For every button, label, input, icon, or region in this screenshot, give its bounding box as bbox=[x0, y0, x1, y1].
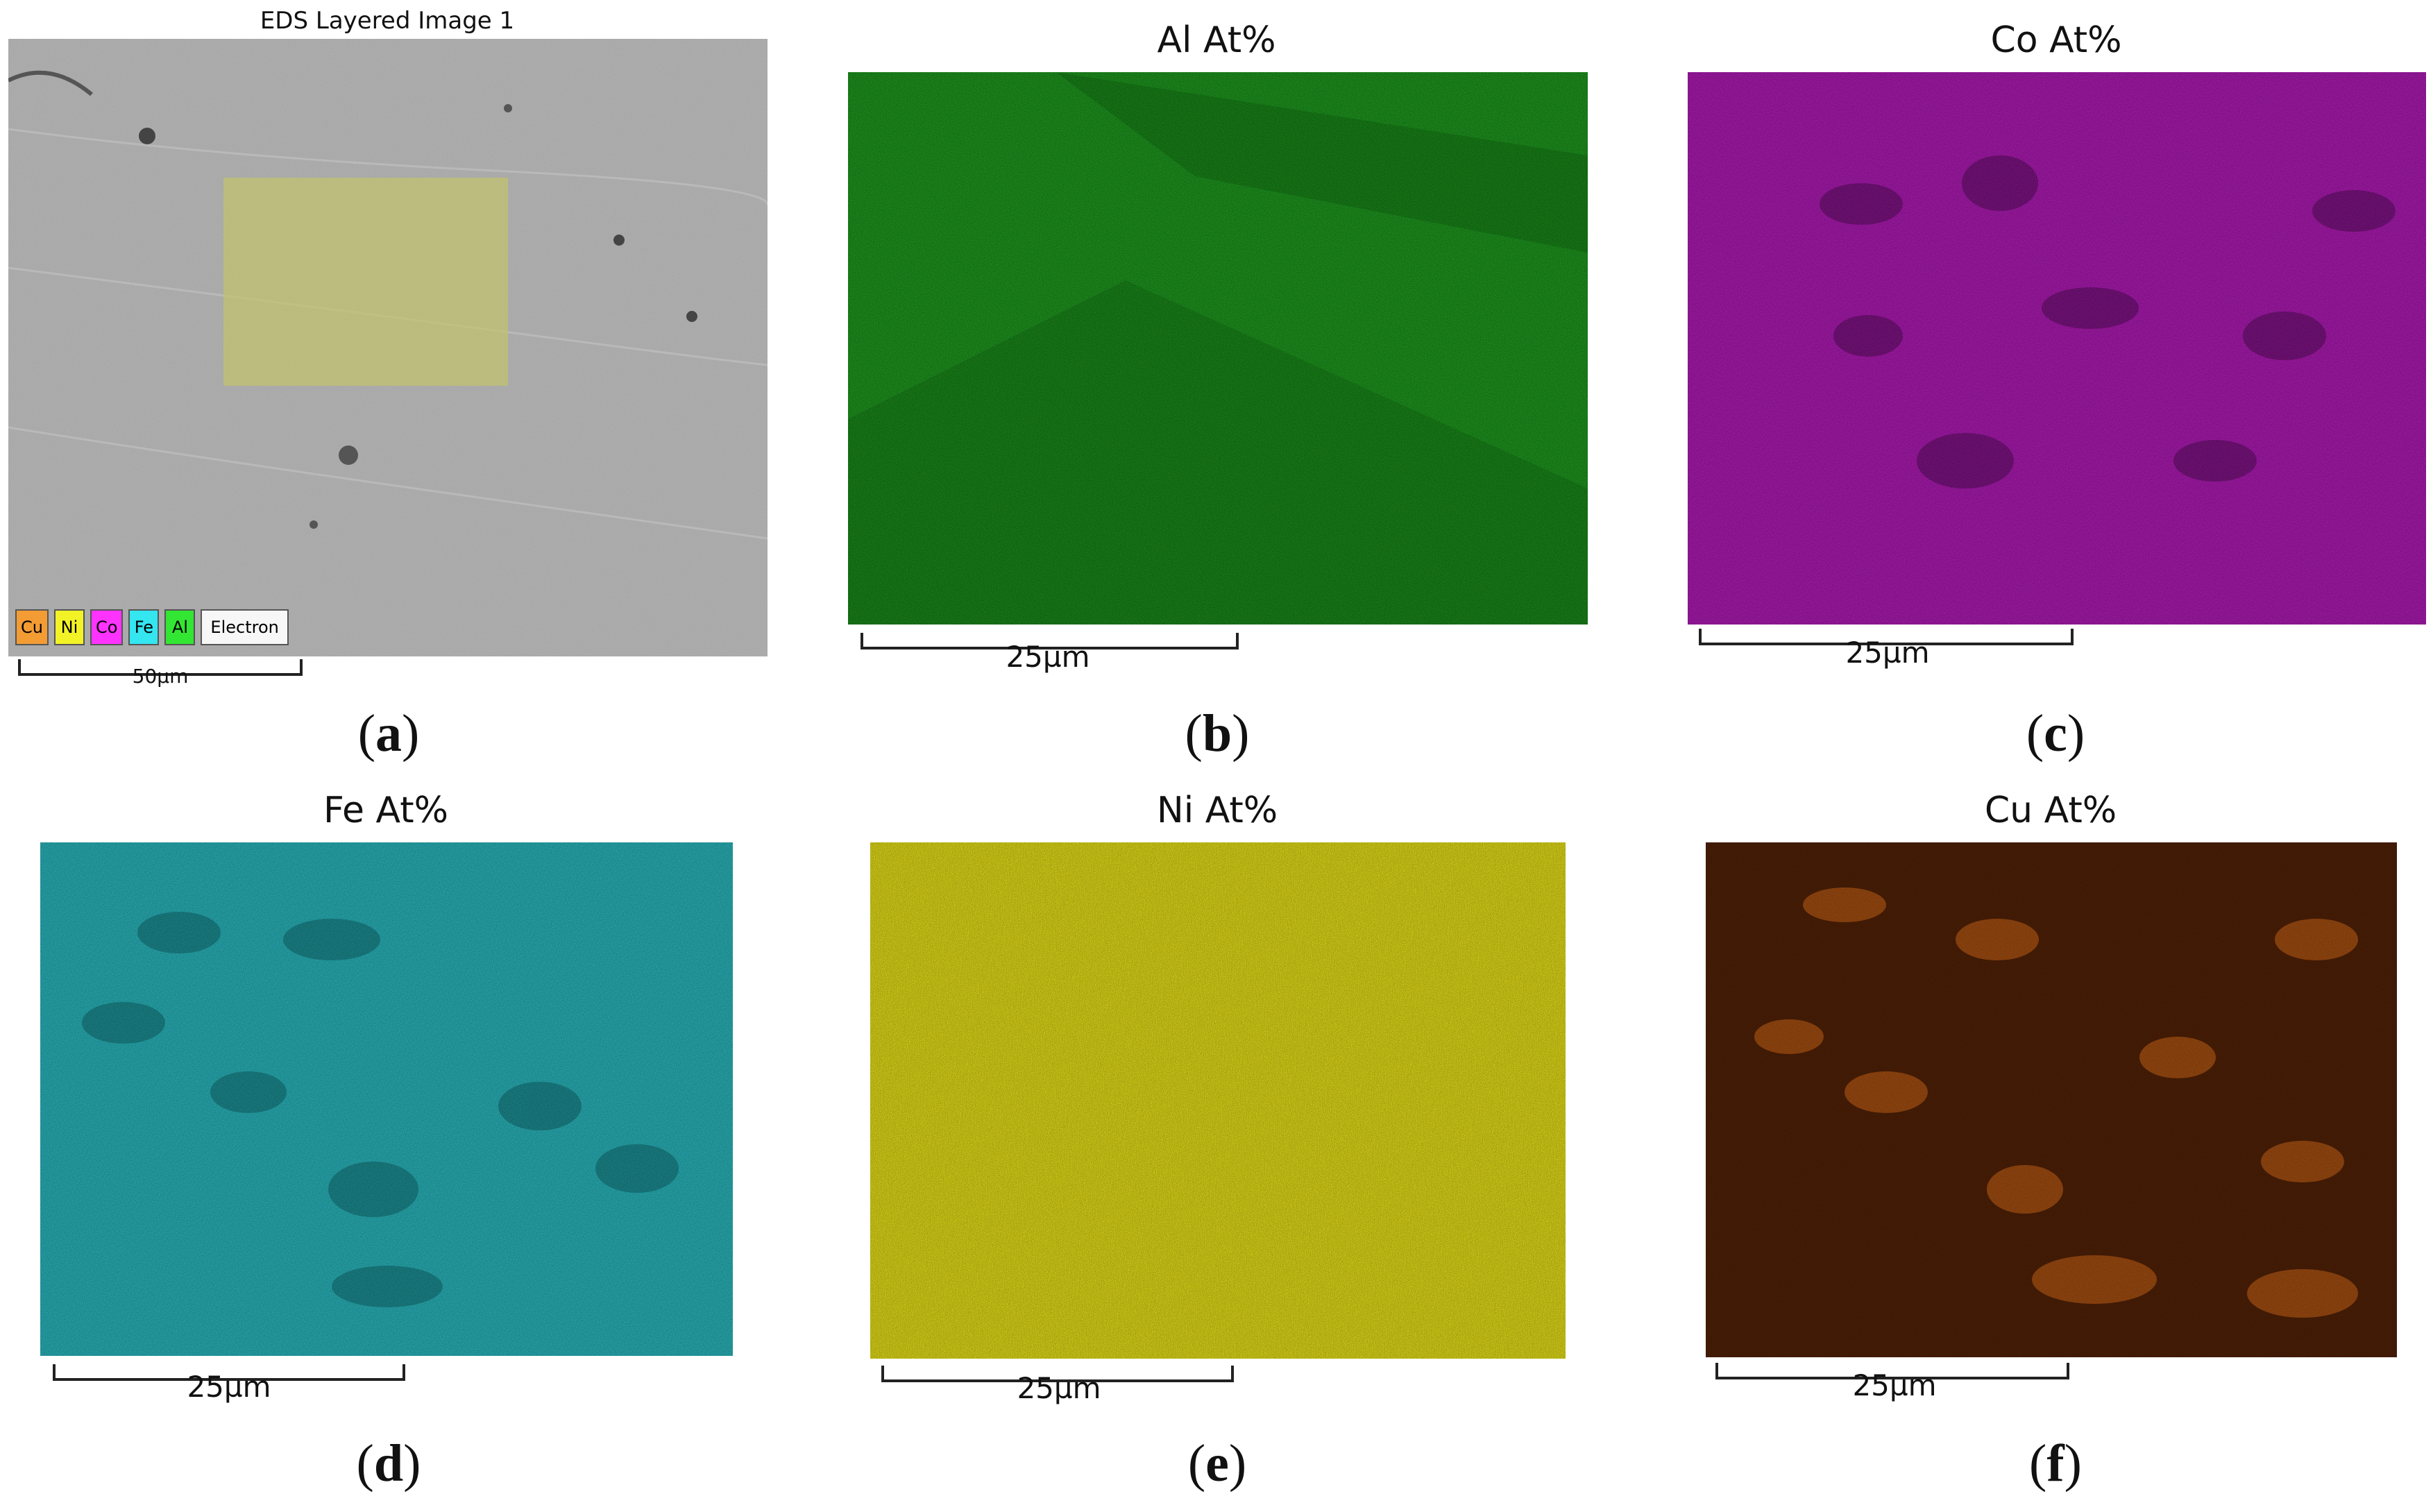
element-legend: Cu Ni Co Fe Al Electron bbox=[15, 609, 289, 645]
panel-f-scale-label: 25µm bbox=[1852, 1368, 1937, 1402]
panel-d-scale-label: 25µm bbox=[187, 1370, 271, 1404]
panel-e-scalebar bbox=[881, 1366, 1234, 1382]
panel-f-caption: (f) bbox=[2029, 1434, 2082, 1493]
panel-c-title: Co At% bbox=[1990, 19, 2122, 61]
panel-e-ni-map bbox=[870, 842, 1566, 1359]
panel-b-al-map bbox=[848, 72, 1588, 625]
panel-a-title: EDS Layered Image 1 bbox=[260, 7, 515, 35]
panel-b-scalebar bbox=[861, 633, 1239, 649]
panel-f-title: Cu At% bbox=[1984, 790, 2117, 831]
legend-chip-cu: Cu bbox=[15, 609, 49, 645]
panel-b-scale-label: 25µm bbox=[1006, 640, 1090, 674]
panel-e-caption: (e) bbox=[1187, 1434, 1247, 1493]
legend-chip-co: Co bbox=[90, 609, 124, 645]
panel-b-caption: (b) bbox=[1185, 704, 1250, 763]
panel-a-caption: (a) bbox=[357, 704, 420, 763]
panel-a-scalebar bbox=[18, 659, 303, 676]
panel-f-scalebar bbox=[1715, 1363, 2069, 1379]
panel-a-electron-image bbox=[8, 39, 768, 656]
panel-f-cu-map bbox=[1706, 842, 2397, 1357]
panel-e-title: Ni At% bbox=[1156, 790, 1278, 831]
panel-d-fe-map bbox=[40, 842, 733, 1356]
panel-d-title: Fe At% bbox=[323, 790, 449, 831]
panel-c-scalebar bbox=[1699, 629, 2074, 645]
panel-a-scale-label: 50µm bbox=[132, 665, 189, 688]
panel-c-co-map bbox=[1688, 72, 2426, 625]
panel-c-scale-label: 25µm bbox=[1845, 636, 1930, 670]
panel-d-scalebar bbox=[53, 1364, 405, 1381]
panel-e-scale-label: 25µm bbox=[1017, 1371, 1101, 1405]
panel-b-title: Al At% bbox=[1157, 19, 1276, 61]
legend-chip-al: Al bbox=[164, 609, 196, 645]
legend-chip-ni: Ni bbox=[53, 609, 85, 645]
legend-chip-fe: Fe bbox=[128, 609, 160, 645]
panel-c-caption: (c) bbox=[2026, 704, 2085, 763]
legend-chip-electron: Electron bbox=[201, 609, 289, 645]
panel-d-caption: (d) bbox=[356, 1434, 421, 1493]
